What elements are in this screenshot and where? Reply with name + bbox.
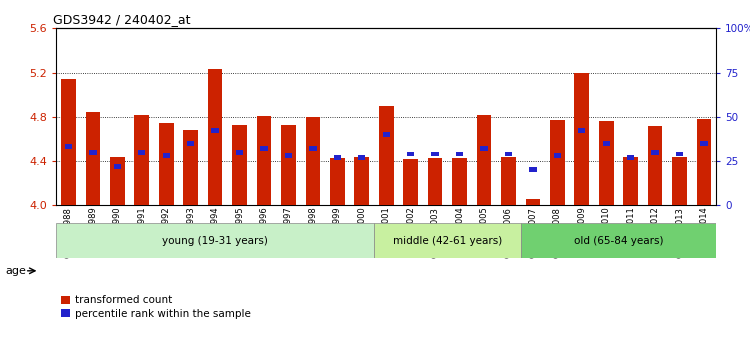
Bar xyxy=(530,167,536,172)
Bar xyxy=(56,223,374,258)
Bar xyxy=(236,150,243,155)
Bar xyxy=(520,223,716,258)
Bar xyxy=(138,150,146,155)
Bar xyxy=(330,158,345,205)
Bar xyxy=(676,152,683,156)
Bar xyxy=(355,156,369,205)
Bar xyxy=(431,152,439,156)
Bar xyxy=(208,69,223,205)
Bar xyxy=(623,156,638,205)
Bar xyxy=(382,132,390,137)
Bar xyxy=(477,115,491,205)
Bar xyxy=(700,141,708,146)
Bar xyxy=(407,152,414,156)
Bar xyxy=(452,158,467,205)
Bar xyxy=(526,199,540,205)
Bar xyxy=(427,158,442,205)
Bar xyxy=(89,150,97,155)
Bar xyxy=(232,125,247,205)
Bar xyxy=(358,155,365,160)
Bar xyxy=(159,124,173,205)
Text: age: age xyxy=(6,266,26,276)
Text: middle (42-61 years): middle (42-61 years) xyxy=(393,236,502,246)
Bar xyxy=(574,73,590,205)
Bar xyxy=(501,156,516,205)
Bar xyxy=(134,115,149,205)
Bar xyxy=(260,146,268,151)
Bar xyxy=(86,113,100,205)
Bar xyxy=(256,116,272,205)
Bar xyxy=(114,164,121,169)
Bar xyxy=(554,153,561,158)
Bar xyxy=(404,159,418,205)
Bar xyxy=(379,106,394,205)
Bar xyxy=(334,155,341,160)
Bar xyxy=(505,152,512,156)
Bar xyxy=(697,119,711,205)
Bar xyxy=(183,130,198,205)
Bar xyxy=(163,153,170,158)
Bar xyxy=(456,152,464,156)
Bar xyxy=(187,141,194,146)
Text: young (19-31 years): young (19-31 years) xyxy=(162,236,268,246)
Bar xyxy=(305,117,320,205)
Bar xyxy=(648,126,662,205)
Bar xyxy=(64,144,72,149)
Bar xyxy=(627,155,634,160)
Bar xyxy=(62,79,76,205)
Text: old (65-84 years): old (65-84 years) xyxy=(574,236,663,246)
Bar xyxy=(285,153,292,158)
Text: GDS3942 / 240402_at: GDS3942 / 240402_at xyxy=(53,13,190,26)
Bar xyxy=(374,223,520,258)
Bar xyxy=(309,146,316,151)
Bar xyxy=(672,156,687,205)
Bar xyxy=(578,129,586,133)
Bar xyxy=(110,156,125,205)
Bar xyxy=(550,120,565,205)
Bar xyxy=(480,146,488,151)
Legend: transformed count, percentile rank within the sample: transformed count, percentile rank withi… xyxy=(62,296,250,319)
Bar xyxy=(602,141,610,146)
Bar xyxy=(652,150,658,155)
Bar xyxy=(599,121,613,205)
Bar xyxy=(211,129,219,133)
Bar xyxy=(281,125,296,205)
